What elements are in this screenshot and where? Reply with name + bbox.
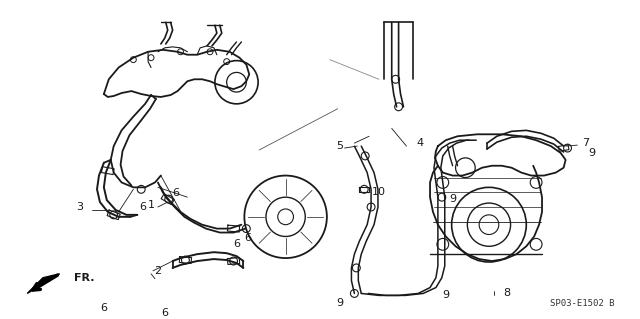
Text: 3: 3: [76, 202, 83, 212]
Text: 7: 7: [582, 138, 589, 148]
Text: 6: 6: [161, 308, 168, 318]
Text: 4: 4: [417, 138, 424, 148]
Text: 5: 5: [336, 141, 343, 151]
Text: FR.: FR.: [74, 273, 95, 283]
Text: 6: 6: [172, 188, 179, 198]
Text: 6: 6: [233, 239, 240, 249]
Polygon shape: [28, 274, 60, 293]
Text: 9: 9: [442, 290, 449, 300]
Text: 9: 9: [336, 298, 343, 308]
Text: 9: 9: [449, 194, 456, 204]
Text: 8: 8: [503, 288, 510, 299]
Text: 9: 9: [589, 148, 596, 158]
Text: 2: 2: [154, 266, 161, 276]
Text: 10: 10: [372, 187, 386, 197]
Text: 6: 6: [100, 303, 108, 313]
Text: 1: 1: [148, 200, 154, 210]
Text: SP03-E1502 B: SP03-E1502 B: [550, 299, 614, 308]
Text: 6: 6: [140, 202, 147, 212]
Text: 6: 6: [244, 234, 251, 243]
